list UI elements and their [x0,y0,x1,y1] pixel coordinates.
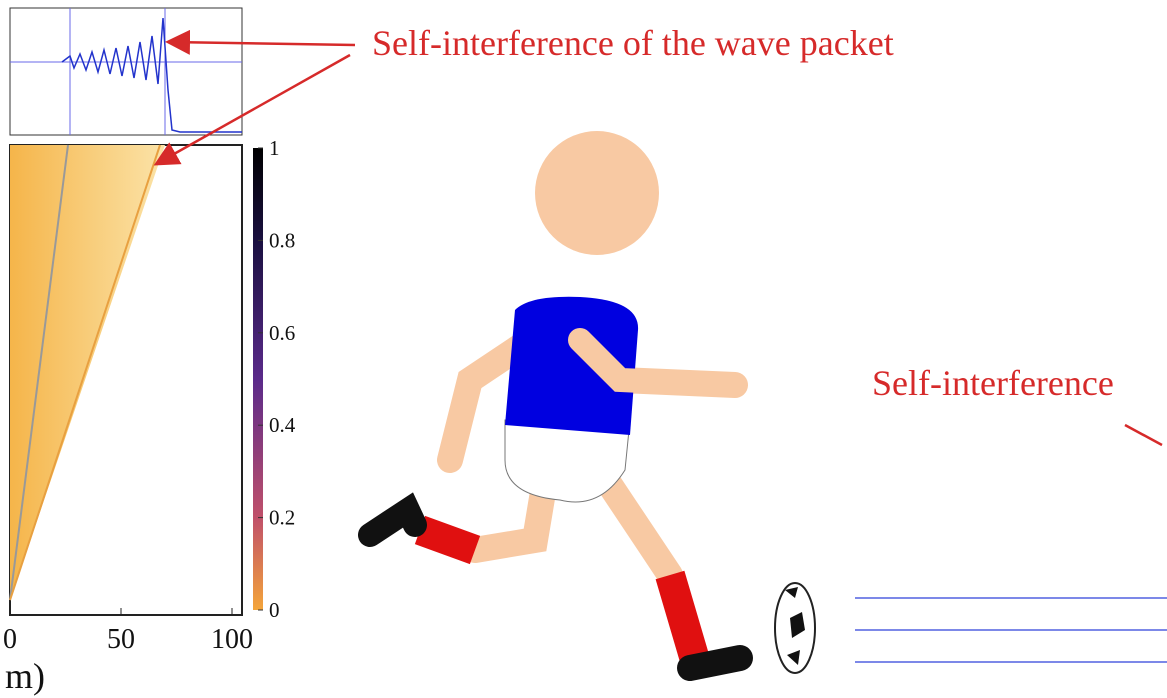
annotation: Self-interference of the wave packet [372,23,894,63]
x-tick-label: 100 [211,624,253,655]
colorbar-tick-label: 0.8 [269,228,295,252]
colorbar-tick-label: 0 [269,598,280,622]
colorbar-tick-label: 1 [269,136,280,160]
colorbar-tick-label: 0.2 [269,506,295,530]
wave-plot [10,8,242,135]
colorbar-tick-label: 0.4 [269,413,296,437]
x-axis-label: m) [5,656,45,696]
annotation: Self-interference [872,363,1114,403]
figure: 0 0.2 0.4 0.6 0.8 1 0 50 100 m) Self-interferenc… [0,0,1167,698]
runner [370,131,740,668]
x-tick-label: 0 [3,624,17,655]
ball [775,583,815,673]
wave-lines [855,598,1167,662]
main-plot [10,145,263,615]
colorbar-tick-label: 0.6 [269,321,295,345]
colorbar [253,148,263,610]
x-tick-label: 50 [107,624,135,655]
